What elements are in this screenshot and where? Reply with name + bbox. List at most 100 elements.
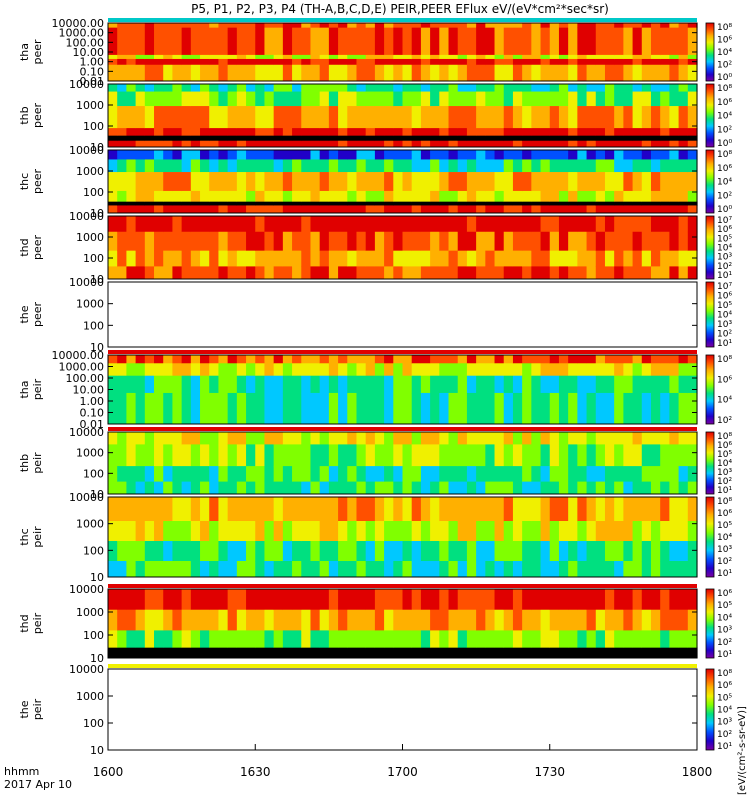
spectrogram-cell xyxy=(172,128,183,137)
spectrogram-cell xyxy=(218,159,229,173)
spectrogram-cell xyxy=(549,159,560,173)
spectrogram-cell xyxy=(577,172,588,192)
spectrogram-cell xyxy=(328,135,339,142)
spectrogram-cell xyxy=(218,497,229,522)
spectrogram-cell xyxy=(319,363,330,377)
spectrogram-cell xyxy=(154,23,164,29)
spectrogram-cell xyxy=(236,561,247,578)
spectrogram-cell xyxy=(512,135,523,142)
spectrogram-cell xyxy=(485,375,496,394)
spectrogram-cell xyxy=(246,250,256,267)
spectrogram-cell xyxy=(577,231,588,252)
y-tick-label: 1000 xyxy=(76,606,104,619)
spectrogram-cell xyxy=(604,106,615,129)
spectrogram-cell xyxy=(218,27,229,56)
spectrogram-cell xyxy=(282,561,293,578)
spectrogram-cell xyxy=(420,541,431,562)
spectrogram-cell xyxy=(466,84,477,92)
spectrogram-cell xyxy=(117,481,127,495)
spectrogram-cell xyxy=(246,432,256,445)
spectrogram-cell xyxy=(117,541,127,562)
spectrogram-cell xyxy=(301,64,312,82)
spectrogram-cell xyxy=(310,128,321,137)
spectrogram-cell xyxy=(540,216,551,233)
spectrogram-cell xyxy=(678,91,689,107)
spectrogram-cell xyxy=(540,23,551,29)
spectrogram-cell xyxy=(430,23,440,29)
spectrogram-cell xyxy=(319,541,330,562)
spectrogram-cell xyxy=(476,205,486,214)
spectrogram-cell xyxy=(494,91,505,107)
spectrogram-cell xyxy=(466,201,477,206)
spectrogram-cell xyxy=(301,432,312,445)
spectrogram-cell xyxy=(512,23,523,29)
spectrogram-cell xyxy=(163,128,174,137)
spectrogram-cell xyxy=(384,201,394,206)
spectrogram-cell xyxy=(466,150,477,160)
spectrogram-cell xyxy=(503,128,514,137)
spectrogram-cell xyxy=(172,630,183,649)
colorbar-tick-label: 10² xyxy=(717,330,732,340)
spectrogram-cell xyxy=(420,106,431,129)
spectrogram-cell xyxy=(246,135,256,142)
colorbar-tick-label: 10⁶ xyxy=(717,509,732,519)
spectrogram-cell xyxy=(614,609,624,631)
spectrogram-cell xyxy=(338,647,348,659)
spectrogram-cell xyxy=(356,432,367,445)
y-tick-label: 0.10 xyxy=(80,65,105,78)
spectrogram-cell xyxy=(494,128,505,137)
spectrogram-cell xyxy=(448,231,459,252)
spectrogram-cell xyxy=(503,250,514,267)
spectrogram-cell xyxy=(144,159,155,173)
spectrogram-cell xyxy=(586,150,597,160)
spectrogram-cell xyxy=(246,647,256,659)
spectrogram-cell xyxy=(577,432,588,445)
colorbar-tick-label: 10³ xyxy=(717,626,732,636)
spectrogram-cell xyxy=(522,231,532,252)
spectrogram-cell xyxy=(678,190,689,203)
spectrogram-cell xyxy=(218,609,229,631)
y-tick-label: 10000.00 xyxy=(52,349,105,362)
colorbar-tick-label: 10⁴ xyxy=(717,178,732,188)
spectrogram-cell xyxy=(466,190,477,203)
spectrogram-cell xyxy=(126,355,137,364)
spectrogram-cell xyxy=(154,54,164,60)
spectrogram-cell xyxy=(218,58,229,66)
spectrogram-cell xyxy=(181,481,192,495)
spectrogram-cell xyxy=(641,432,652,445)
spectrogram-cell xyxy=(273,392,284,425)
spectrogram-cell xyxy=(485,150,496,160)
spectrogram-cell xyxy=(319,54,330,60)
spectrogram-cell xyxy=(641,23,652,29)
spectrogram-cell xyxy=(209,392,220,425)
spectrogram-cell xyxy=(632,150,643,160)
spectrogram-cell xyxy=(384,159,394,173)
spectrogram-cell xyxy=(420,561,431,578)
spectrogram-cell xyxy=(181,561,192,578)
spectrogram-cell xyxy=(549,106,560,129)
spectrogram-cell xyxy=(255,27,266,56)
spectrogram-cell xyxy=(310,561,321,578)
spectrogram-cell xyxy=(604,392,615,425)
spectrogram-cell xyxy=(485,521,496,542)
spectrogram-cell xyxy=(108,159,118,173)
spectrogram-cell xyxy=(522,630,532,649)
spectrogram-cell xyxy=(218,266,229,280)
spectrogram-cell xyxy=(218,432,229,445)
spectrogram-cell xyxy=(135,647,146,659)
spectrogram-cell xyxy=(393,150,404,160)
spectrogram-cell xyxy=(126,23,137,29)
spectrogram-cell xyxy=(218,91,229,107)
spectrogram-cell xyxy=(687,84,698,92)
spectrogram-cell xyxy=(310,541,321,562)
spectrogram-cell xyxy=(347,216,358,233)
spectrogram-cell xyxy=(558,609,569,631)
spectrogram-cell xyxy=(632,54,643,60)
spectrogram-cell xyxy=(650,375,661,394)
colorbar-tick-label: 10³ xyxy=(717,545,732,555)
spectrogram-cell xyxy=(181,172,192,192)
spectrogram-cell xyxy=(292,231,302,252)
spectrogram-cell xyxy=(218,216,229,233)
spectrogram-cell xyxy=(577,128,588,137)
spectrogram-cell xyxy=(641,54,652,60)
